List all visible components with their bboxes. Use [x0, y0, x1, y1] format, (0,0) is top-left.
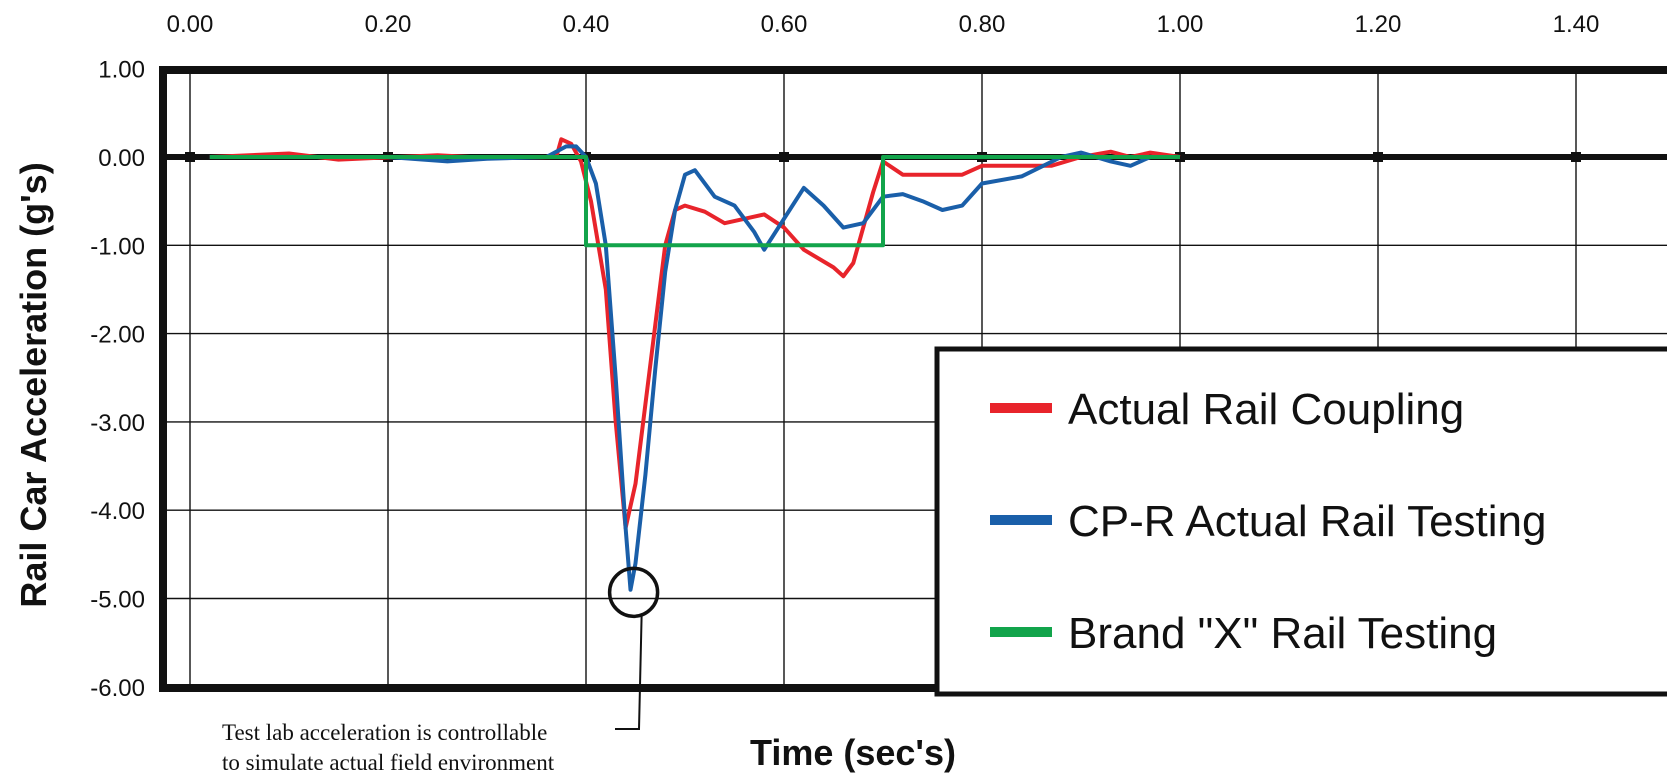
series-line-3	[209, 155, 1180, 248]
x-tick-label: 0.80	[959, 11, 1006, 38]
annotation: Test lab acceleration is controllable to …	[222, 566, 660, 775]
x-tick-label: 1.20	[1355, 11, 1402, 38]
x-tick-label: 0.60	[761, 11, 808, 38]
y-tick-label: -2.00	[90, 322, 145, 349]
x-tick-label: 1.00	[1157, 11, 1204, 38]
x-tick-label: 0.40	[563, 11, 610, 38]
legend: Actual Rail Coupling CP-R Actual Rail Tes…	[934, 346, 1667, 697]
legend-label-2: CP-R Actual Rail Testing	[1068, 497, 1547, 546]
annotation-line-1: Test lab acceleration is controllable	[222, 720, 547, 745]
legend-label-3: Brand "X" Rail Testing	[1068, 609, 1497, 658]
x-tick-label: 0.00	[167, 11, 214, 38]
annotation-leader	[615, 616, 643, 730]
series-line-1	[209, 137, 1181, 530]
zero-line-marker	[1373, 152, 1383, 162]
y-tick-label: -4.00	[90, 498, 145, 525]
y-tick-label: -5.00	[90, 587, 145, 614]
legend-box	[934, 346, 1667, 697]
x-tick-label: 1.40	[1553, 11, 1600, 38]
legend-label-1: Actual Rail Coupling	[1068, 385, 1464, 434]
x-tick-label: 0.20	[365, 11, 412, 38]
x-tick-labels: 0.00 0.20 0.40 0.60 0.80 1.00 1.20 1.40	[167, 11, 1600, 38]
series-lines	[209, 137, 1181, 592]
y-tick-label: 1.00	[98, 57, 145, 84]
y-tick-labels: 1.00 0.00 -1.00 -2.00 -3.00 -4.00 -5.00 -6.00	[90, 57, 145, 702]
zero-line-marker	[1571, 152, 1581, 162]
annotation-circle	[607, 566, 660, 619]
y-tick-label: -1.00	[90, 233, 145, 260]
y-tick-label: -6.00	[90, 675, 145, 702]
zero-line-marker	[779, 152, 789, 162]
y-tick-label: 0.00	[98, 145, 145, 172]
annotation-line-2: to simulate actual field environment	[222, 750, 555, 775]
y-axis-title: Rail Car Acceleration (g's)	[13, 162, 54, 607]
plot-border	[159, 66, 1667, 692]
x-axis-title: Time (sec's)	[750, 732, 956, 773]
y-tick-label: -3.00	[90, 410, 145, 437]
zero-line-marker	[185, 152, 195, 162]
